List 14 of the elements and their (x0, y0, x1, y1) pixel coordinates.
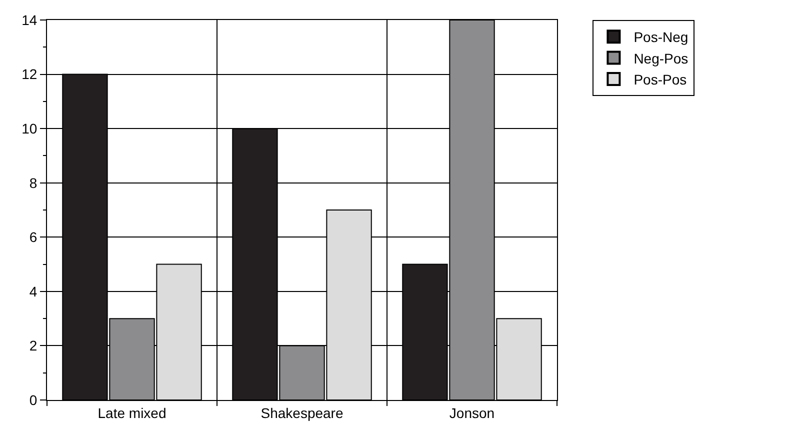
y-tick-label: 12 (22, 66, 38, 82)
y-tick-label: 10 (22, 120, 38, 136)
y-tick-label: 6 (29, 229, 38, 246)
y-tick-label: 14 (22, 12, 38, 28)
y-tick-label: 0 (29, 392, 38, 408)
legend-label: Neg-Pos (634, 50, 688, 66)
x-tick-label: Jonson (449, 404, 495, 421)
y-tick-label: 4 (29, 283, 38, 300)
x-tick-label: Late mixed (98, 404, 166, 421)
y-tick-label: 2 (29, 338, 38, 354)
legend-label: Pos-Neg (634, 29, 688, 46)
y-tick-label: 8 (29, 174, 38, 191)
legend-label: Pos-Pos (634, 71, 687, 88)
x-tick-label: Shakespeare (260, 404, 344, 421)
